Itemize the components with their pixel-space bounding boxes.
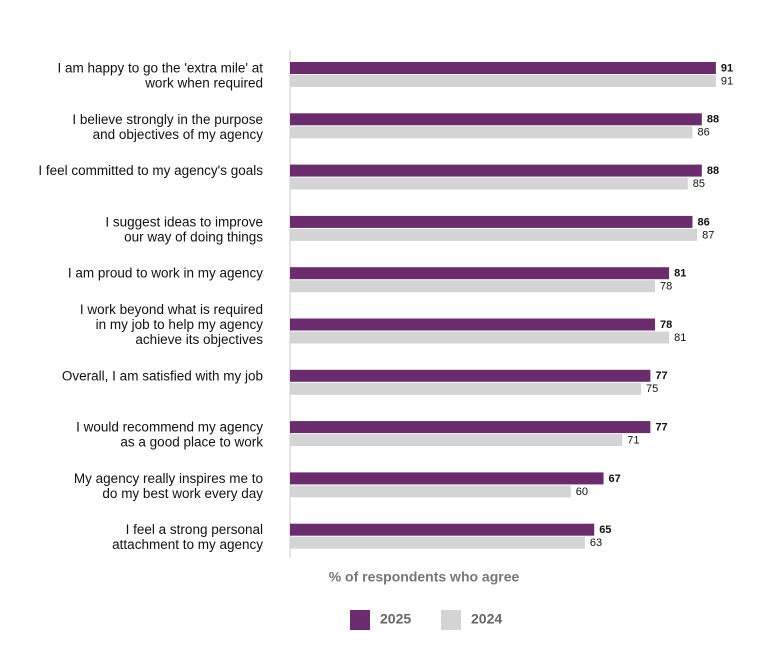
legend-label: 2024 <box>471 611 502 627</box>
bar <box>290 369 651 382</box>
value-label: 81 <box>674 268 686 280</box>
bar <box>290 421 651 434</box>
value-label: 71 <box>627 435 639 447</box>
value-label: 91 <box>721 62 733 74</box>
value-label: 63 <box>590 537 602 549</box>
category-label: I feel a strong personal attachment to my… <box>112 522 263 552</box>
value-label: 60 <box>576 486 588 498</box>
bar <box>290 434 623 447</box>
bar <box>290 536 585 549</box>
category-label: Overall, I am satisfied with my job <box>62 368 263 383</box>
bar <box>290 472 604 485</box>
category-label: I believe strongly in the purpose and obj… <box>72 111 263 141</box>
bar <box>290 126 693 139</box>
value-label: 88 <box>707 114 719 126</box>
bar <box>290 485 571 498</box>
value-label: 81 <box>674 332 686 344</box>
value-label: 88 <box>707 165 719 177</box>
category-label: I am happy to go the 'extra mile' at work… <box>57 60 263 90</box>
legend-swatch <box>441 610 461 630</box>
bar <box>290 280 656 293</box>
value-label: 77 <box>655 370 667 382</box>
bar <box>290 523 595 536</box>
legend-swatch <box>350 610 370 630</box>
x-axis-label: % of respondents who agree <box>329 569 520 585</box>
category-label: I would recommend my agency as a good pla… <box>76 419 263 449</box>
bar <box>290 62 716 74</box>
bar <box>290 177 688 190</box>
value-label: 77 <box>655 422 667 434</box>
bar <box>290 228 698 241</box>
category-label: My agency really inspires me to do my bes… <box>74 470 263 500</box>
bar <box>290 215 693 228</box>
category-label: I suggest ideas to improve our way of doi… <box>105 214 263 244</box>
category-label: I work beyond what is required in my job … <box>80 302 263 347</box>
bar <box>290 267 670 280</box>
bar <box>290 164 702 177</box>
value-label: 75 <box>646 383 658 395</box>
bar <box>290 331 670 344</box>
value-label: 86 <box>697 216 709 228</box>
value-label: 85 <box>693 178 705 190</box>
bar <box>290 113 702 126</box>
value-label: 67 <box>609 473 621 485</box>
category-label: I am proud to work in my agency <box>68 265 263 280</box>
bar <box>290 75 716 87</box>
value-label: 78 <box>660 281 672 293</box>
value-label: 87 <box>702 229 714 241</box>
value-label: 65 <box>599 524 611 536</box>
category-label: I feel committed to my agency's goals <box>38 163 263 178</box>
legend-label: 2025 <box>380 611 411 627</box>
value-label: 78 <box>660 319 672 331</box>
value-label: 91 <box>721 75 733 87</box>
value-label: 86 <box>697 127 709 139</box>
bar <box>290 318 656 331</box>
bar <box>290 382 641 395</box>
